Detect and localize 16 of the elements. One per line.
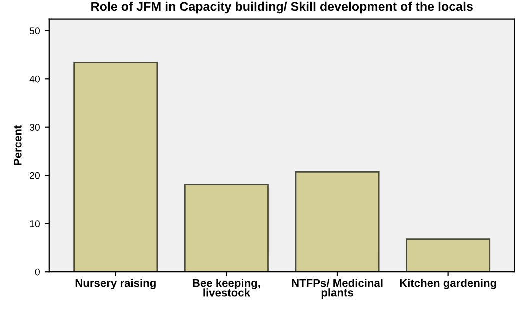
chart-title: Role of JFM in Capacity building/ Skill development of the locals (92, 2, 473, 14)
y-tick-label: 50 (30, 28, 40, 35)
x-tick-label: Nursery raising (76, 279, 156, 290)
y-axis-title: Percent (14, 125, 22, 166)
y-tick-label: 20 (30, 172, 40, 180)
bar (184, 184, 269, 272)
x-tick-label: Bee keeping, livestock (193, 279, 260, 297)
bar (74, 62, 158, 272)
y-tick-label: 40 (30, 76, 40, 83)
x-tick-label: Kitchen gardening (400, 279, 496, 290)
bar (406, 238, 491, 272)
y-tick-label: 10 (30, 220, 40, 228)
x-tick-label: NTFPs/ Medicinal plants (292, 279, 383, 299)
y-tick-label: 0 (35, 268, 40, 276)
y-tick-label: 30 (30, 124, 40, 131)
bar (295, 172, 380, 272)
